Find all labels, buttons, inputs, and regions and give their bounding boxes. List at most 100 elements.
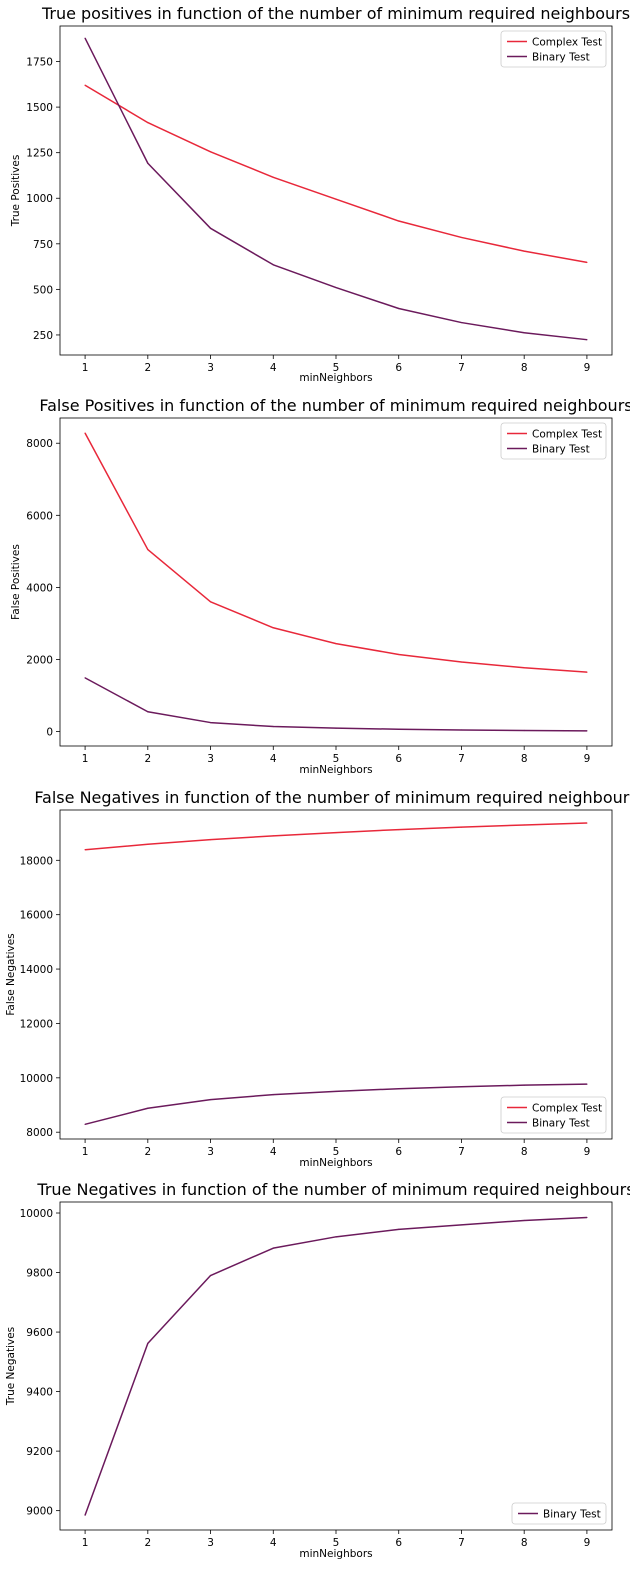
y-tick-label: 1000: [26, 193, 53, 205]
x-tick-label: 6: [395, 362, 402, 374]
x-tick-label: 6: [395, 1146, 402, 1158]
x-tick-label: 4: [270, 1537, 277, 1549]
x-tick-label: 4: [270, 753, 277, 765]
data-point: [84, 677, 86, 679]
x-tick-label: 7: [458, 1146, 465, 1158]
y-tick-label: 9800: [26, 1268, 53, 1280]
data-point: [272, 1247, 274, 1249]
x-tick-label: 9: [584, 362, 591, 374]
data-point: [84, 1514, 86, 1516]
legend-label: Complex Test: [532, 429, 602, 441]
x-tick-label: 8: [521, 362, 528, 374]
series-line-binary-test: [84, 677, 587, 732]
x-tick-label: 8: [521, 753, 528, 765]
plot-frame: [59, 809, 613, 1140]
data-point: [147, 843, 149, 845]
data-point: [335, 1236, 337, 1238]
data-point: [209, 151, 212, 153]
data-point: [147, 162, 149, 164]
data-point: [460, 1086, 463, 1088]
data-point: [523, 729, 525, 732]
data-point: [523, 1219, 525, 1222]
y-tick-label: 12000: [20, 1018, 53, 1030]
data-point: [272, 627, 274, 629]
data-point: [398, 1088, 400, 1090]
legend-box: [500, 1096, 607, 1134]
legend-box: [511, 1502, 607, 1525]
data-point: [586, 671, 588, 673]
y-tick-label: 10000: [20, 1073, 53, 1085]
x-tick-label: 2: [144, 753, 151, 765]
y-axis-label: True Positives: [10, 155, 22, 228]
data-point: [586, 261, 588, 264]
data-point: [398, 828, 400, 831]
legend-label: Binary Test: [543, 1509, 601, 1521]
x-axis-label: minNeighbors: [299, 1157, 372, 1169]
data-point: [335, 286, 337, 289]
x-tick-label: 1: [82, 362, 89, 374]
x-tick-label: 5: [333, 362, 340, 374]
y-tick-label: 250: [33, 330, 53, 342]
chart-panel-2: False Positives in function of the numbe…: [10, 396, 630, 776]
data-point: [523, 332, 525, 334]
data-point: [460, 1224, 463, 1226]
y-tick-label: 18000: [20, 855, 53, 867]
series-line-complex-test: [84, 432, 587, 673]
x-tick-label: 9: [584, 1537, 591, 1549]
data-point: [398, 307, 400, 310]
data-point: [398, 728, 400, 730]
y-tick-label: 750: [33, 239, 53, 251]
y-tick-label: 4000: [26, 582, 53, 594]
x-tick-label: 9: [584, 1146, 591, 1158]
data-point: [272, 264, 274, 266]
y-tick-label: 14000: [20, 964, 53, 976]
data-point: [209, 839, 212, 841]
x-tick-label: 3: [207, 753, 214, 765]
x-tick-label: 7: [458, 1537, 465, 1549]
legend-label: Complex Test: [532, 1103, 602, 1115]
chart-panel-4: True Negatives in function of the number…: [5, 1180, 630, 1560]
y-tick-label: 8000: [26, 1127, 53, 1139]
legend-label: Binary Test: [532, 52, 590, 64]
data-point: [147, 1107, 149, 1109]
data-point: [272, 725, 274, 728]
data-point: [586, 1216, 588, 1219]
x-tick-label: 5: [333, 753, 340, 765]
y-axis-label: True Negatives: [5, 1327, 17, 1406]
data-point: [147, 711, 149, 713]
y-tick-label: 1250: [26, 148, 53, 160]
data-point: [523, 824, 525, 826]
x-tick-label: 7: [458, 753, 465, 765]
x-tick-label: 7: [458, 362, 465, 374]
data-point: [460, 826, 463, 828]
legend: Binary Test: [511, 1502, 607, 1525]
data-point: [272, 1094, 274, 1096]
data-point: [209, 601, 212, 603]
data-point: [335, 831, 337, 834]
data-point: [523, 250, 525, 252]
x-tick-label: 6: [395, 753, 402, 765]
series-line-binary-test: [84, 1216, 587, 1516]
legend-box: [500, 422, 607, 460]
data-point: [209, 721, 212, 724]
data-point: [209, 1274, 212, 1277]
x-tick-label: 2: [144, 1146, 151, 1158]
x-axis-label: minNeighbors: [299, 372, 372, 384]
data-point: [209, 1098, 212, 1101]
y-tick-label: 9000: [26, 1506, 53, 1518]
legend-label: Binary Test: [532, 444, 590, 456]
data-point: [84, 849, 86, 851]
y-tick-label: 9200: [26, 1446, 53, 1458]
series-line-complex-test: [85, 822, 587, 851]
data-point: [335, 198, 337, 200]
y-tick-label: 0: [46, 727, 53, 739]
x-tick-label: 1: [82, 1537, 89, 1549]
y-tick-label: 9600: [26, 1327, 53, 1339]
legend: Complex Test Binary Test: [500, 422, 607, 460]
x-tick-label: 3: [207, 1146, 214, 1158]
chart-title: False Negatives in function of the numbe…: [34, 788, 630, 807]
y-axis-label: False Positives: [10, 544, 22, 620]
x-tick-label: 4: [270, 1146, 277, 1158]
